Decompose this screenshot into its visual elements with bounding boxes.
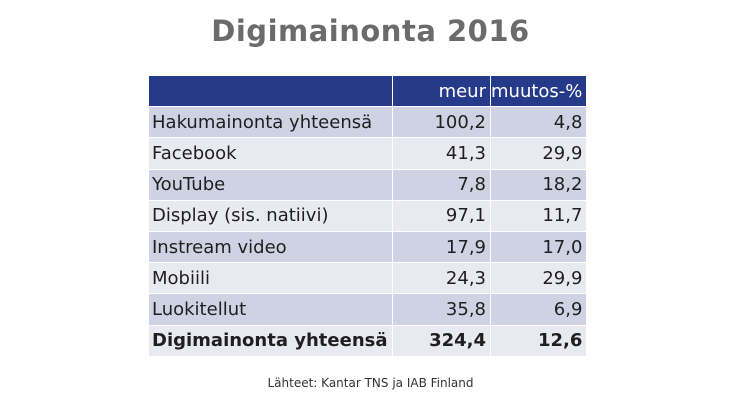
chart-title: Digimainonta 2016 bbox=[211, 14, 530, 48]
row-change-value: 4,8 bbox=[489, 106, 588, 139]
table-row: Luokitellut 35,8 6,9 bbox=[148, 293, 588, 326]
row-label: Hakumainonta yhteensä bbox=[148, 106, 393, 139]
row-meur-value: 35,8 bbox=[392, 293, 491, 326]
row-label: Digimainonta yhteensä bbox=[148, 324, 393, 357]
table-total-row: Digimainonta yhteensä 324,4 12,6 bbox=[148, 324, 588, 357]
row-label: Instream video bbox=[148, 230, 393, 264]
row-change-value: 17,0 bbox=[489, 230, 588, 264]
row-label: Display (sis. natiivi) bbox=[148, 199, 393, 232]
table-row: Display (sis. natiivi) 97,1 11,7 bbox=[148, 199, 588, 232]
row-change-value: 12,6 bbox=[489, 324, 588, 357]
row-meur-value: 17,9 bbox=[392, 230, 491, 264]
row-label: Luokitellut bbox=[148, 293, 393, 326]
header-cell-label bbox=[148, 74, 393, 108]
row-meur-value: 97,1 bbox=[392, 199, 491, 232]
row-label: YouTube bbox=[148, 168, 393, 201]
row-meur-value: 324,4 bbox=[392, 324, 491, 357]
row-meur-value: 41,3 bbox=[392, 137, 491, 170]
row-meur-value: 24,3 bbox=[392, 262, 491, 295]
header-cell-meur: meur bbox=[392, 74, 491, 108]
row-change-value: 6,9 bbox=[489, 293, 588, 326]
row-meur-value: 100,2 bbox=[392, 106, 491, 139]
row-label: Mobiili bbox=[148, 262, 393, 295]
row-label: Facebook bbox=[148, 137, 393, 170]
table-header-row: meur muutos-% bbox=[148, 74, 588, 108]
table-row: Hakumainonta yhteensä 100,2 4,8 bbox=[148, 106, 588, 139]
data-table: meur muutos-% Hakumainonta yhteensä 100,… bbox=[148, 74, 588, 357]
table-row: Facebook 41,3 29,9 bbox=[148, 137, 588, 170]
table-row: Mobiili 24,3 29,9 bbox=[148, 262, 588, 295]
row-change-value: 29,9 bbox=[489, 262, 588, 295]
row-change-value: 29,9 bbox=[489, 137, 588, 170]
row-meur-value: 7,8 bbox=[392, 168, 491, 201]
table-row: YouTube 7,8 18,2 bbox=[148, 168, 588, 201]
row-change-value: 11,7 bbox=[489, 199, 588, 232]
table-row: Instream video 17,9 17,0 bbox=[148, 230, 588, 264]
row-change-value: 18,2 bbox=[489, 168, 588, 201]
header-cell-change: muutos-% bbox=[489, 74, 588, 108]
source-note: Lähteet: Kantar TNS ja IAB Finland bbox=[267, 376, 474, 390]
